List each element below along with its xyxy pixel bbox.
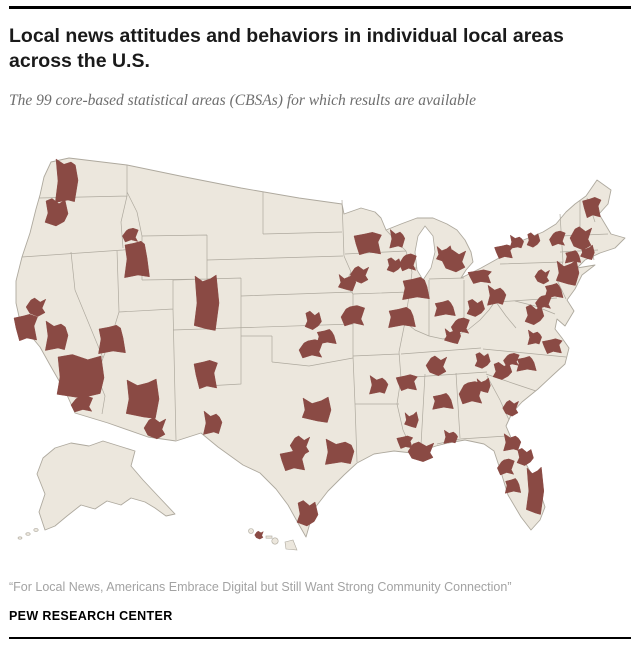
cbsa-st-louis-area <box>388 306 416 328</box>
cbsa-columbus-area <box>466 298 485 317</box>
cbsa-boise-area <box>122 227 139 243</box>
cbsa-tulsa-area <box>316 328 337 345</box>
cbsa-greenville-sc-area <box>476 377 491 393</box>
molokai-island <box>265 535 273 539</box>
cbsa-seattle-tacoma-area <box>55 158 79 203</box>
cbsa-san-francisco-bay-area <box>13 313 38 341</box>
cbsa-fresno-bakersfield-area <box>44 320 69 351</box>
cbsa-mcallen-brownsville-area <box>296 499 319 526</box>
cbsa-houston-area <box>324 438 355 465</box>
cbsa-memphis-area <box>395 374 418 391</box>
cbsa-raleigh-area <box>516 355 537 372</box>
cbsa-jackson-ms-area <box>404 411 419 428</box>
cbsa-miami-southeast-florida-strip <box>526 466 545 515</box>
cbsa-kansas-city-area <box>340 304 366 326</box>
cbsa-san-diego-area <box>70 395 94 412</box>
cbsa-san-antonio-area <box>279 449 306 471</box>
pew-graphic: Local news attitudes and behaviors in in… <box>0 6 640 639</box>
cbsa-philadelphia-area <box>544 282 564 299</box>
cbsa-las-vegas-area <box>98 324 126 354</box>
cbsa-portland-me-area <box>582 196 602 218</box>
cbsa-pittsburgh-area <box>487 284 507 306</box>
cbsa-tucson-area <box>143 417 167 439</box>
cbsa-buffalo-area <box>494 244 514 259</box>
cbsa-sarasota-cape-coral-area <box>504 477 522 494</box>
source-quote: “For Local News, Americans Embrace Digit… <box>9 579 512 594</box>
cbsa-albany-area <box>549 230 566 247</box>
cbsa-des-moines-area <box>350 265 370 284</box>
cbsa-new-york-area <box>555 259 580 286</box>
cbsa-salt-lake-city-provo-area <box>124 240 150 278</box>
cbsa-charlotte-area <box>492 361 513 380</box>
cbsa-omaha-area <box>337 272 357 291</box>
kauai-island <box>248 527 254 534</box>
cbsa-greensboro-area <box>503 352 520 366</box>
cbsa-baltimore-area <box>535 294 552 310</box>
cbsa-los-angeles-riverside-area <box>56 353 105 398</box>
cbsa-hartford-area <box>564 249 582 264</box>
cbsa-knoxville-area <box>474 351 491 369</box>
cbsa-pensacola-area <box>443 429 458 444</box>
alaska-outline <box>36 440 176 531</box>
subtitle: The 99 core-based statistical areas (CBS… <box>9 91 476 109</box>
cbsa-madison-area <box>386 257 402 273</box>
cbsa-atlanta-area <box>458 380 484 404</box>
cbsa-virginia-beach-norfolk-area <box>541 338 563 354</box>
cbsa-baton-rouge-area <box>396 435 414 449</box>
cbsa-denver-front-range-area <box>193 274 220 331</box>
cbsa-little-rock-area <box>369 374 389 395</box>
us-map <box>9 152 631 564</box>
cbsa-minneapolis-st-paul-area <box>353 231 382 255</box>
cbsa-rochester-area <box>509 234 524 249</box>
cbsa-el-paso-area <box>203 410 223 435</box>
aleutian-islands <box>17 527 39 540</box>
cbsa-cleveland-akron-area <box>467 269 492 284</box>
cbsa-wichita-area <box>304 310 322 330</box>
cbsa-charleston-sc-area <box>502 399 520 417</box>
hawaii-islands <box>248 527 298 551</box>
cbsa-boston-area <box>569 226 593 250</box>
cbsa-louisville-area <box>443 327 461 344</box>
cbsa-jacksonville-area <box>503 432 522 451</box>
cbsa-albuquerque-area <box>193 359 218 389</box>
cbsa-tampa-area <box>497 458 515 476</box>
page-title: Local news attitudes and behaviors in in… <box>9 25 564 73</box>
cbsa-portland-or-area <box>44 197 69 226</box>
bottom-rule <box>9 636 631 639</box>
cbsa-milwaukee-area <box>399 253 417 272</box>
big-island <box>284 539 298 551</box>
us-map-svg <box>13 157 626 551</box>
cbsa-birmingham-area <box>432 392 454 410</box>
cbsa-allentown-scranton-area <box>534 268 551 284</box>
cbsa-richmond-area <box>527 329 542 345</box>
cbsa-orlando-area <box>516 447 534 466</box>
cbsa-detroit-area <box>441 249 467 272</box>
cbsa-urban-honolulu-area <box>254 530 264 540</box>
cbsa-indianapolis-area <box>434 299 456 317</box>
cbsa-highlights-layer <box>13 158 602 540</box>
cbsa-new-orleans-area <box>407 441 435 462</box>
cbsa-dallas-fort-worth-area <box>301 396 332 423</box>
brand: PEW RESEARCH CENTER <box>9 608 173 623</box>
cbsa-sacramento-area <box>25 297 47 317</box>
maui-island <box>271 537 279 545</box>
top-rule <box>9 6 631 9</box>
cbsa-phoenix-area <box>125 378 160 419</box>
cbsa-chicago-area <box>402 276 430 300</box>
cbsa-syracuse-area <box>526 232 541 248</box>
cbsa-nashville-area <box>425 355 448 376</box>
cbsa-green-bay-area <box>389 228 406 249</box>
cbsa-washington-dc-area <box>524 304 545 325</box>
